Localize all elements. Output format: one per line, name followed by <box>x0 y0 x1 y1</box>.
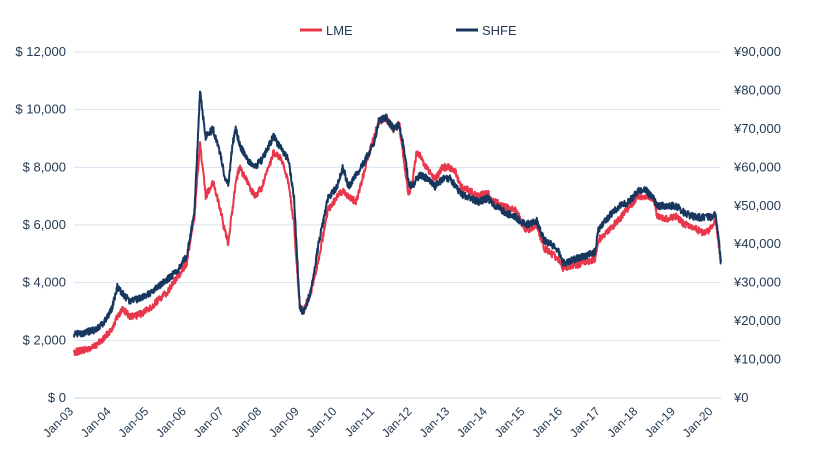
y-left-tick-label: $ 2,000 <box>23 332 66 347</box>
gridlines <box>74 51 721 399</box>
legend-label-lme: LME <box>326 23 353 38</box>
x-tick-label: Jan-14 <box>454 404 490 440</box>
x-axis: Jan-03 Jan-04 Jan-05 Jan-06 Jan-07 Jan-08 Jan-… <box>40 397 721 440</box>
y-right-tick-label: ¥50,000 <box>733 198 781 213</box>
y-left-tick-label: $ 0 <box>48 390 66 405</box>
right-y-axis: ¥0 ¥10,000 ¥20,000 ¥30,000 ¥40,000 ¥50,000 ¥60… <box>733 44 781 405</box>
x-tick-label: Jan-15 <box>492 404 528 440</box>
y-right-tick-label: ¥20,000 <box>733 313 781 328</box>
x-tick-label: Jan-17 <box>567 404 603 440</box>
y-right-tick-label: ¥80,000 <box>733 82 781 97</box>
x-tick-label: Jan-05 <box>116 404 152 440</box>
y-right-tick-label: ¥30,000 <box>733 275 781 290</box>
y-right-tick-label: ¥40,000 <box>733 236 781 251</box>
x-tick-label: Jan-06 <box>153 404 189 440</box>
legend-label-shfe: SHFE <box>482 23 517 38</box>
y-right-tick-label: ¥70,000 <box>733 121 781 136</box>
x-tick-label: Jan-04 <box>78 404 114 440</box>
y-left-tick-label: $ 10,000 <box>15 102 66 117</box>
x-tick-label: Jan-10 <box>304 404 340 440</box>
y-right-tick-label: ¥90,000 <box>733 44 781 59</box>
left-y-axis: $ 0 $ 2,000 $ 4,000 $ 6,000 $ 8,000 $ 10,000 $… <box>15 44 66 405</box>
x-tick-label: Jan-13 <box>416 404 452 440</box>
y-left-tick-label: $ 6,000 <box>23 217 66 232</box>
legend: LME SHFE <box>300 23 517 38</box>
x-tick-label: Jan-20 <box>680 404 716 440</box>
x-tick-label: Jan-09 <box>266 404 302 440</box>
y-right-tick-label: ¥60,000 <box>733 159 781 174</box>
series-lines <box>73 90 722 357</box>
y-left-tick-label: $ 12,000 <box>15 44 66 59</box>
x-tick-label: Jan-07 <box>191 404 227 440</box>
x-tick-label: Jan-18 <box>605 404 641 440</box>
x-tick-label: Jan-16 <box>529 404 565 440</box>
x-tick-label: Jan-12 <box>379 404 415 440</box>
x-tick-label: Jan-03 <box>40 404 76 440</box>
y-left-tick-label: $ 8,000 <box>23 159 66 174</box>
series-line-shfe <box>73 90 722 338</box>
y-left-tick-label: $ 4,000 <box>23 275 66 290</box>
y-right-tick-label: ¥10,000 <box>733 352 781 367</box>
series-line-lme <box>73 115 722 357</box>
x-tick-label: Jan-19 <box>642 404 678 440</box>
x-tick-label: Jan-08 <box>228 404 264 440</box>
y-right-tick-label: ¥0 <box>733 390 748 405</box>
x-tick-label: Jan-11 <box>342 404 377 439</box>
